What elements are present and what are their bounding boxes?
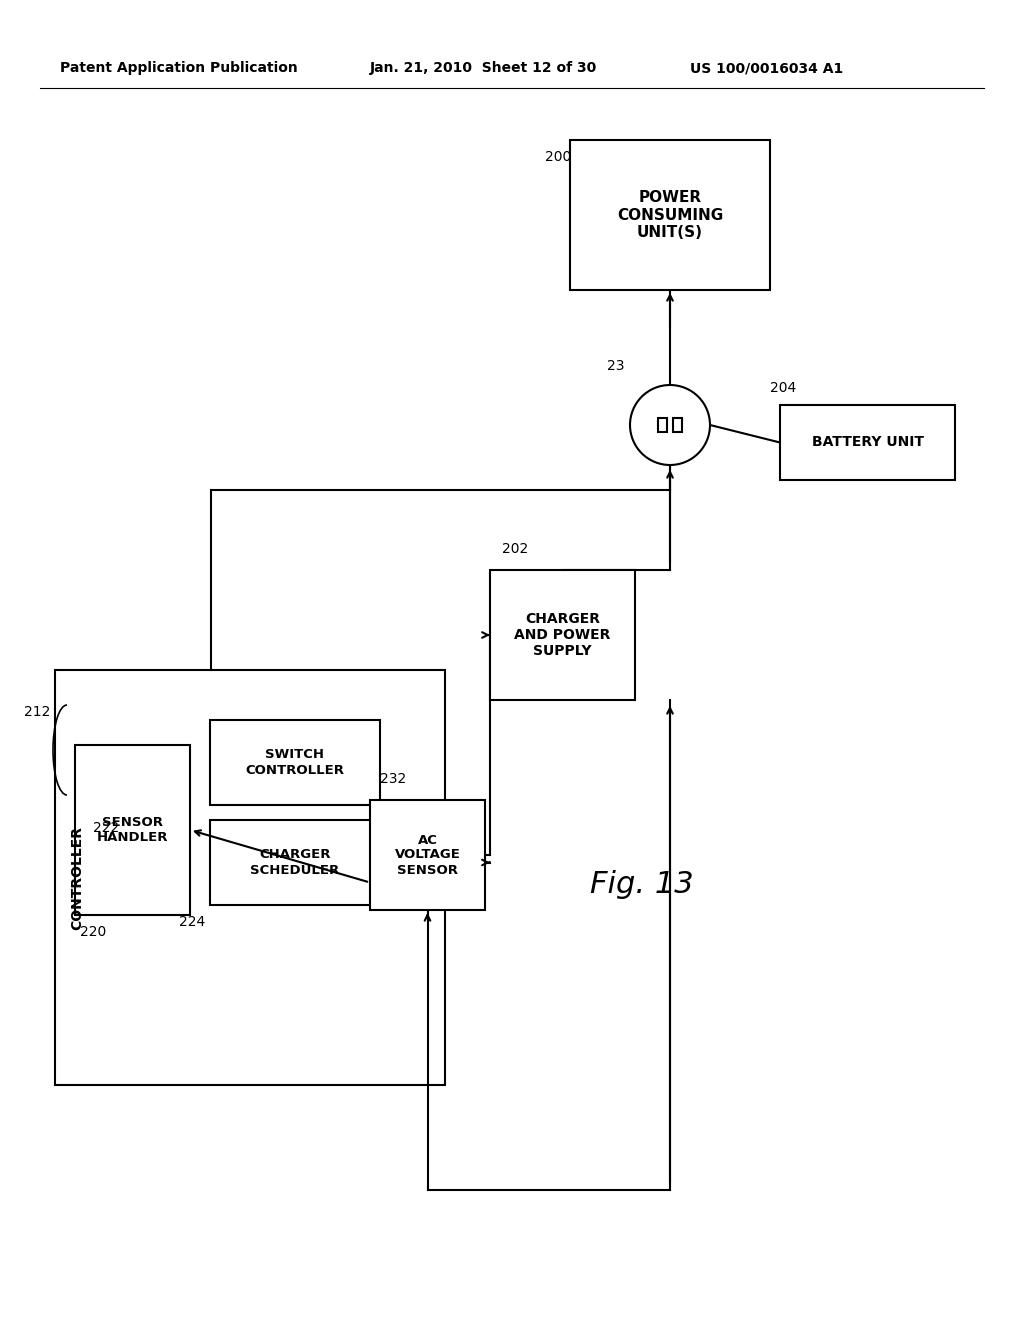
Text: 224: 224 <box>179 915 205 929</box>
Bar <box>210 719 380 805</box>
Bar <box>658 417 667 433</box>
Text: 200: 200 <box>545 150 571 164</box>
Bar <box>370 800 485 909</box>
Circle shape <box>630 385 710 465</box>
Bar <box>75 744 190 915</box>
Text: BATTERY UNIT: BATTERY UNIT <box>811 436 924 450</box>
Text: AC
VOLTAGE
SENSOR: AC VOLTAGE SENSOR <box>394 833 461 876</box>
Text: 222: 222 <box>93 821 119 834</box>
Text: US 100/0016034 A1: US 100/0016034 A1 <box>690 61 843 75</box>
Text: 202: 202 <box>502 543 528 556</box>
Text: CHARGER
SCHEDULER: CHARGER SCHEDULER <box>251 849 340 876</box>
Text: Fig. 13: Fig. 13 <box>590 870 693 899</box>
Text: Jan. 21, 2010  Sheet 12 of 30: Jan. 21, 2010 Sheet 12 of 30 <box>370 61 597 75</box>
Bar <box>570 140 770 290</box>
Bar <box>55 671 445 1085</box>
Text: SENSOR
HANDLER: SENSOR HANDLER <box>96 816 168 843</box>
Text: 220: 220 <box>80 925 106 939</box>
Text: 23: 23 <box>607 359 625 374</box>
Text: 204: 204 <box>770 381 797 395</box>
Text: POWER
CONSUMING
UNIT(S): POWER CONSUMING UNIT(S) <box>616 190 723 240</box>
Text: Patent Application Publication: Patent Application Publication <box>60 61 298 75</box>
Text: SWITCH
CONTROLLER: SWITCH CONTROLLER <box>246 748 344 776</box>
Bar <box>490 570 635 700</box>
Bar <box>673 417 682 433</box>
Text: CHARGER
AND POWER
SUPPLY: CHARGER AND POWER SUPPLY <box>514 611 610 659</box>
Bar <box>780 405 955 480</box>
Text: 212: 212 <box>24 705 50 719</box>
Bar <box>210 820 380 906</box>
Text: 232: 232 <box>380 772 407 785</box>
Text: CONTROLLER: CONTROLLER <box>70 825 84 929</box>
